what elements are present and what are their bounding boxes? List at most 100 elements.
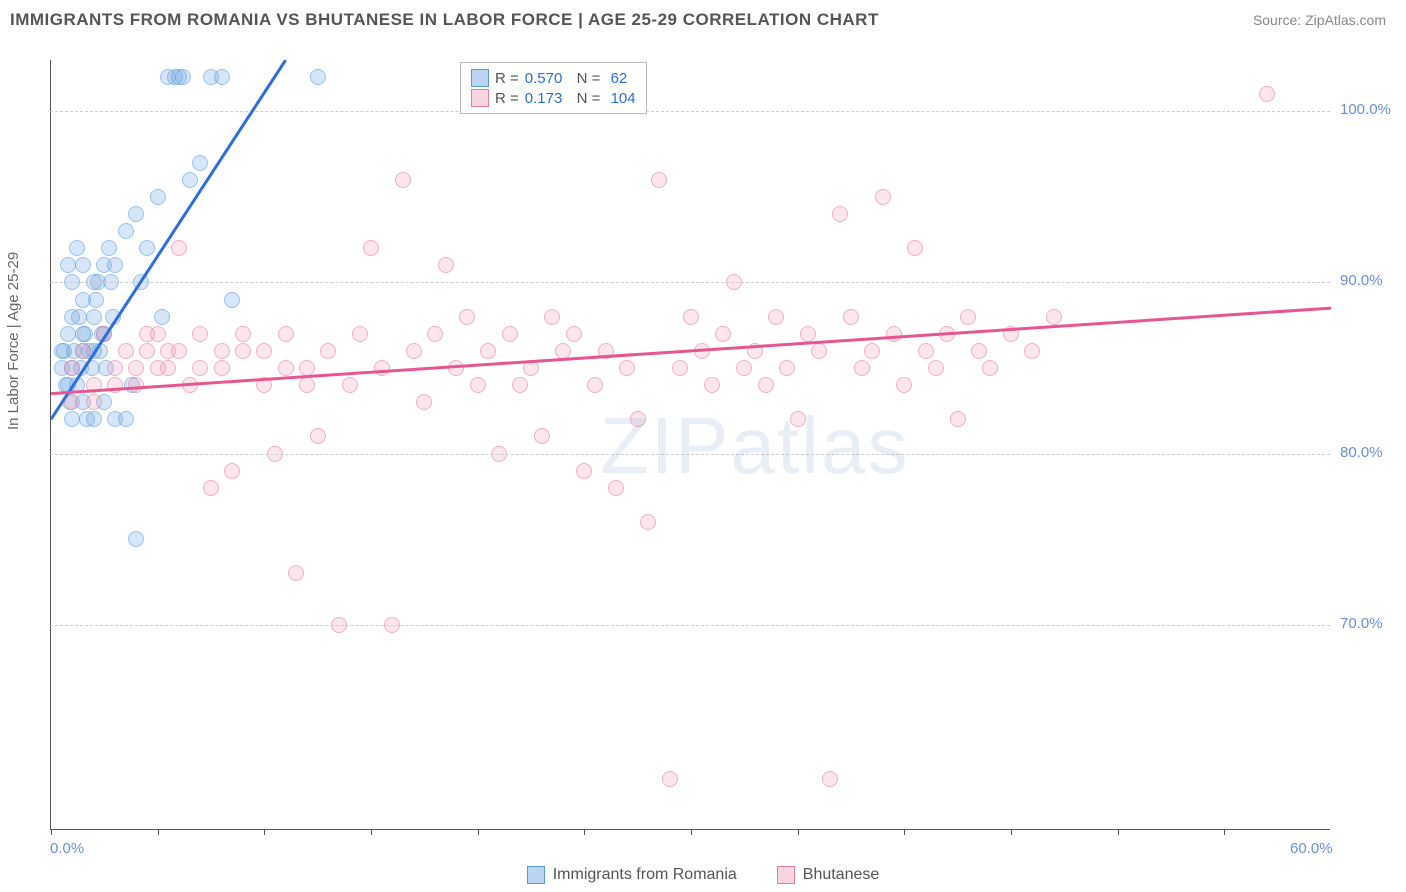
data-point: [128, 360, 144, 376]
data-point: [832, 206, 848, 222]
data-point: [64, 411, 80, 427]
legend-item: Immigrants from Romania: [527, 866, 737, 884]
stat-n-label: N =: [568, 70, 600, 87]
data-point: [310, 428, 326, 444]
stat-n-value: 104: [606, 90, 635, 107]
data-point: [747, 343, 763, 359]
data-point: [171, 343, 187, 359]
stats-legend-box: R = 0.570 N = 62R = 0.173 N = 104: [460, 62, 647, 114]
data-point: [214, 343, 230, 359]
data-point: [224, 292, 240, 308]
data-point: [64, 309, 80, 325]
data-point: [60, 377, 76, 393]
data-point: [192, 360, 208, 376]
data-point: [150, 189, 166, 205]
data-point: [203, 480, 219, 496]
gridline: [50, 625, 1330, 626]
legend-swatch: [471, 69, 489, 87]
data-point: [75, 257, 91, 273]
legend-swatch: [527, 866, 545, 884]
data-point: [84, 360, 100, 376]
data-point: [534, 428, 550, 444]
x-tick: [51, 829, 52, 835]
data-point: [214, 360, 230, 376]
data-point: [192, 155, 208, 171]
data-point: [480, 343, 496, 359]
data-point: [235, 326, 251, 342]
scatter-plot: [50, 60, 1330, 830]
data-point: [662, 771, 678, 787]
data-point: [154, 309, 170, 325]
x-tick: [264, 829, 265, 835]
data-point: [427, 326, 443, 342]
x-tick-label: 0.0%: [50, 840, 84, 857]
data-point: [299, 360, 315, 376]
data-point: [128, 206, 144, 222]
data-point: [288, 565, 304, 581]
data-point: [555, 343, 571, 359]
data-point: [75, 326, 91, 342]
data-point: [470, 377, 486, 393]
data-point: [64, 394, 80, 410]
trend-lines: [51, 60, 1331, 830]
x-tick: [371, 829, 372, 835]
data-point: [822, 771, 838, 787]
data-point: [811, 343, 827, 359]
data-point: [86, 394, 102, 410]
data-point: [235, 343, 251, 359]
data-point: [523, 360, 539, 376]
data-point: [918, 343, 934, 359]
data-point: [320, 343, 336, 359]
data-point: [86, 411, 102, 427]
series-legend: Immigrants from RomaniaBhutanese: [0, 866, 1406, 884]
data-point: [139, 240, 155, 256]
chart-title: IMMIGRANTS FROM ROMANIA VS BHUTANESE IN …: [10, 10, 879, 30]
legend-label: Immigrants from Romania: [553, 866, 737, 884]
data-point: [640, 514, 656, 530]
data-point: [704, 377, 720, 393]
data-point: [694, 343, 710, 359]
data-point: [512, 377, 528, 393]
data-point: [566, 326, 582, 342]
stat-n-value: 62: [606, 70, 627, 87]
data-point: [395, 172, 411, 188]
data-point: [256, 377, 272, 393]
data-point: [438, 257, 454, 273]
data-point: [160, 360, 176, 376]
data-point: [352, 326, 368, 342]
data-point: [448, 360, 464, 376]
data-point: [758, 377, 774, 393]
gridline: [50, 282, 1330, 283]
data-point: [651, 172, 667, 188]
data-point: [363, 240, 379, 256]
data-point: [854, 360, 870, 376]
y-axis-label: In Labor Force | Age 25-29: [5, 252, 22, 430]
data-point: [374, 360, 390, 376]
data-point: [107, 377, 123, 393]
data-point: [715, 326, 731, 342]
data-point: [619, 360, 635, 376]
data-point: [86, 309, 102, 325]
data-point: [907, 240, 923, 256]
data-point: [107, 257, 123, 273]
data-point: [342, 377, 358, 393]
data-point: [175, 69, 191, 85]
data-point: [96, 326, 112, 342]
data-point: [1046, 309, 1062, 325]
x-tick: [1118, 829, 1119, 835]
data-point: [768, 309, 784, 325]
data-point: [598, 343, 614, 359]
data-point: [278, 326, 294, 342]
data-point: [683, 309, 699, 325]
data-point: [75, 292, 91, 308]
gridline: [50, 111, 1330, 112]
data-point: [608, 480, 624, 496]
data-point: [139, 343, 155, 359]
data-point: [60, 257, 76, 273]
data-point: [587, 377, 603, 393]
x-tick-label: 60.0%: [1290, 840, 1333, 857]
data-point: [310, 69, 326, 85]
data-point: [790, 411, 806, 427]
data-point: [118, 223, 134, 239]
data-point: [60, 326, 76, 342]
